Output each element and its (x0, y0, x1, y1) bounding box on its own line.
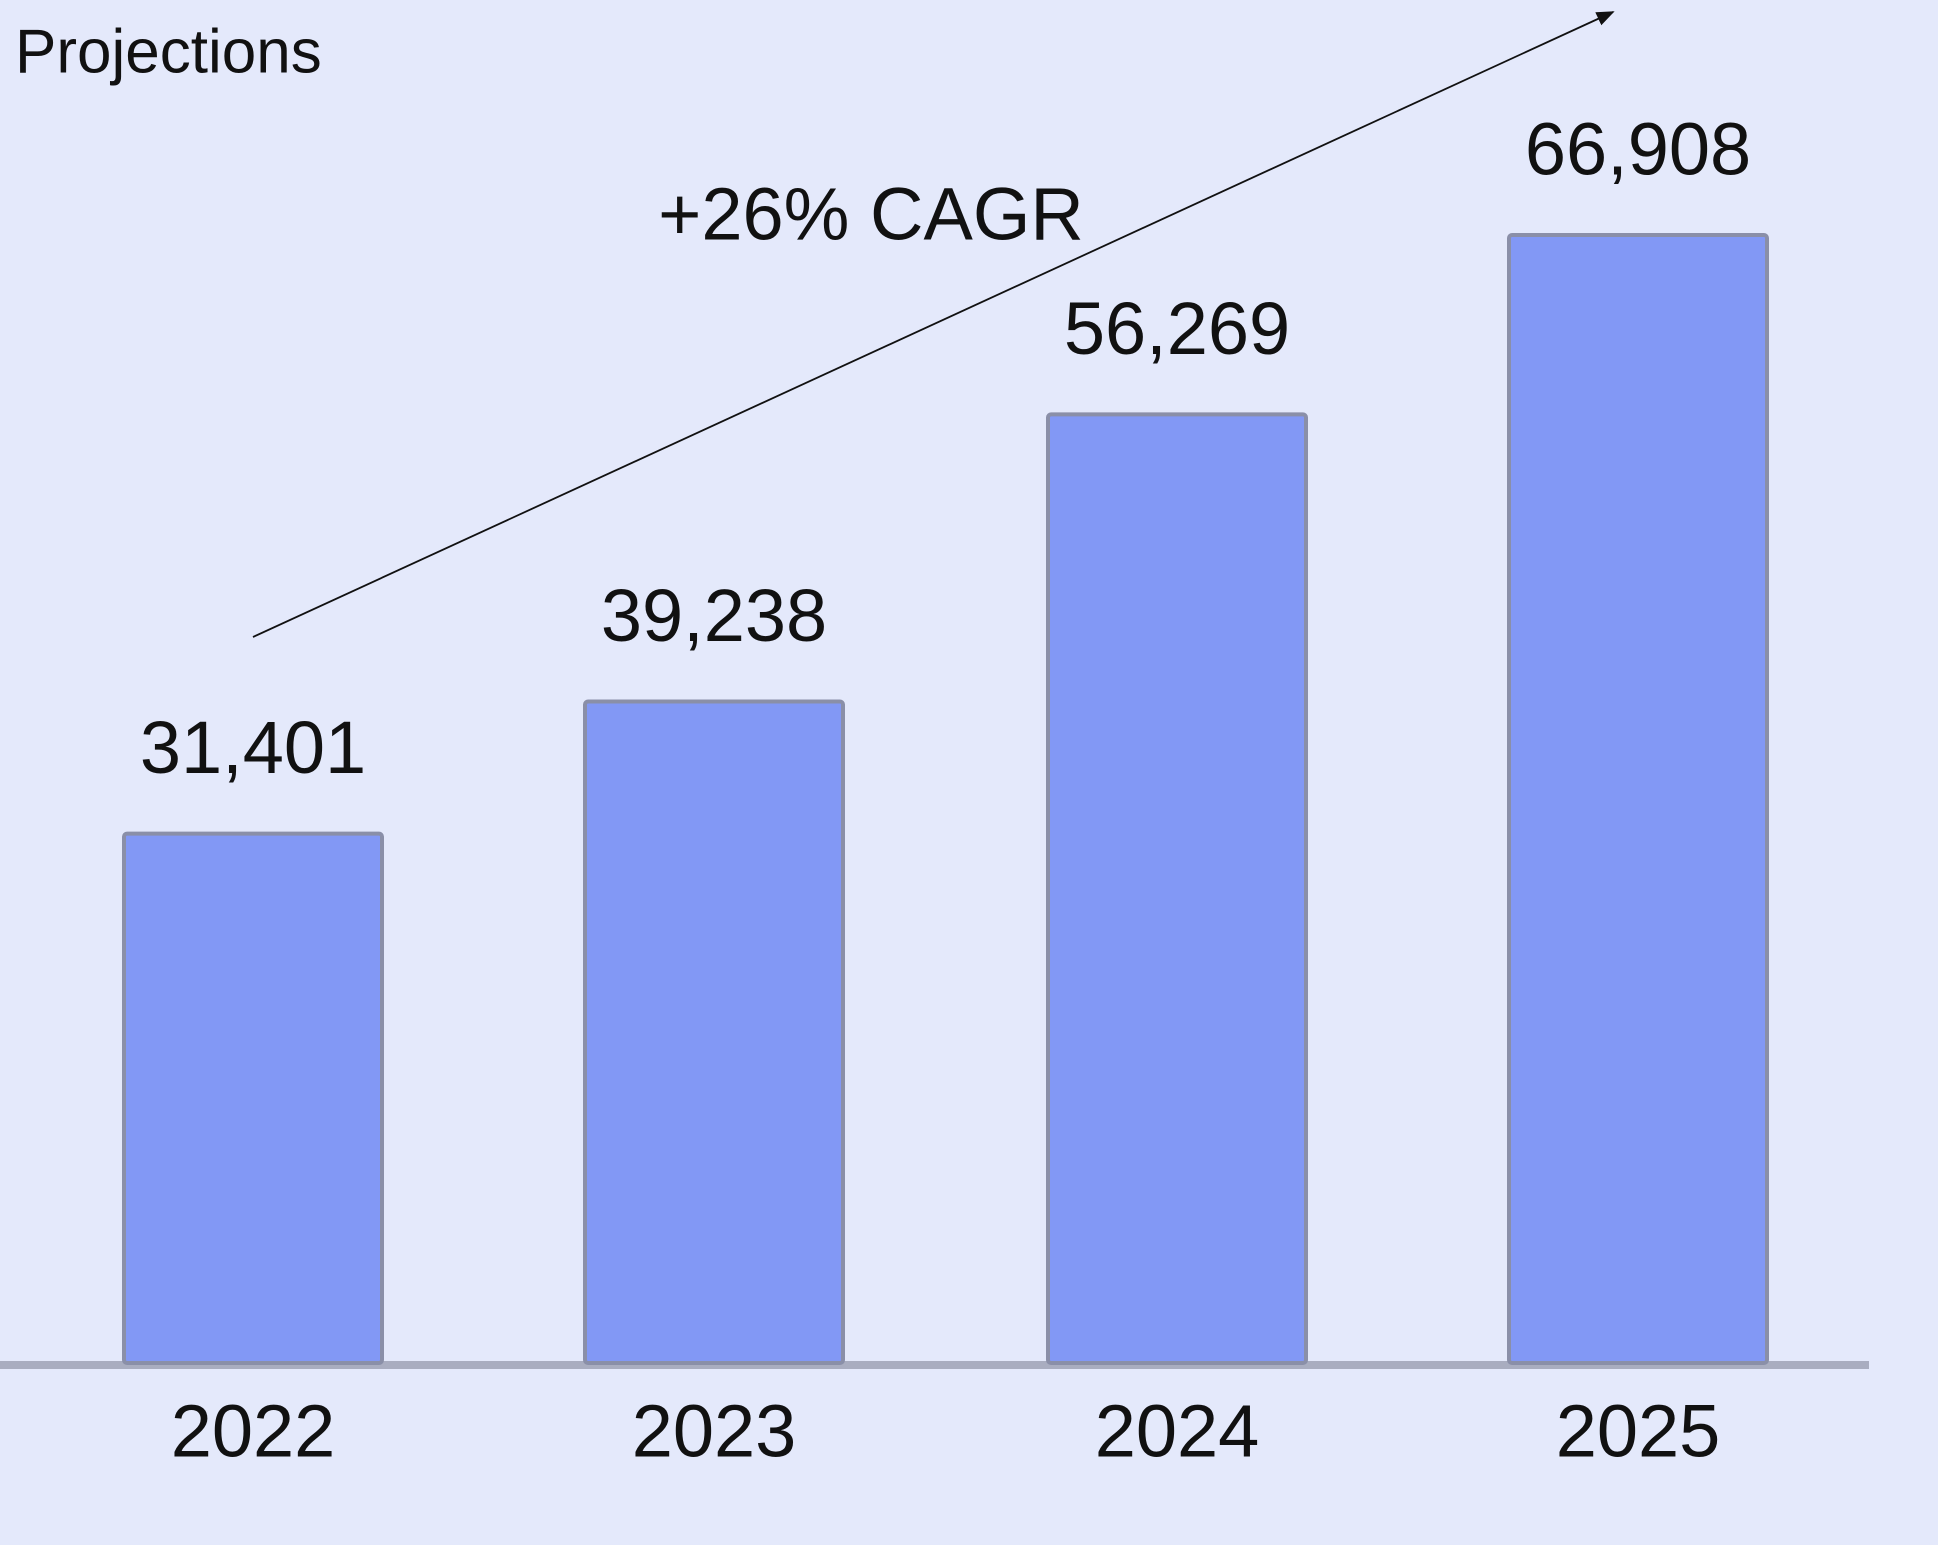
cagr-arrow (252, 11, 1615, 638)
x-tick-label: 2025 (1556, 1390, 1721, 1473)
bar (583, 699, 845, 1365)
annotation: +26% CAGR (658, 173, 1084, 256)
x-tick-label: 2023 (632, 1390, 797, 1473)
value-label: 56,269 (1064, 287, 1290, 370)
x-tick-label: 2024 (1095, 1390, 1260, 1473)
value-label: 39,238 (601, 574, 827, 657)
value-label: 31,401 (140, 706, 366, 789)
bar (122, 831, 384, 1365)
value-label: 66,908 (1525, 108, 1751, 191)
chart-title: Projections (15, 17, 322, 86)
x-tick-label: 2022 (171, 1390, 336, 1473)
bar (1046, 412, 1308, 1365)
bar (1507, 233, 1769, 1365)
